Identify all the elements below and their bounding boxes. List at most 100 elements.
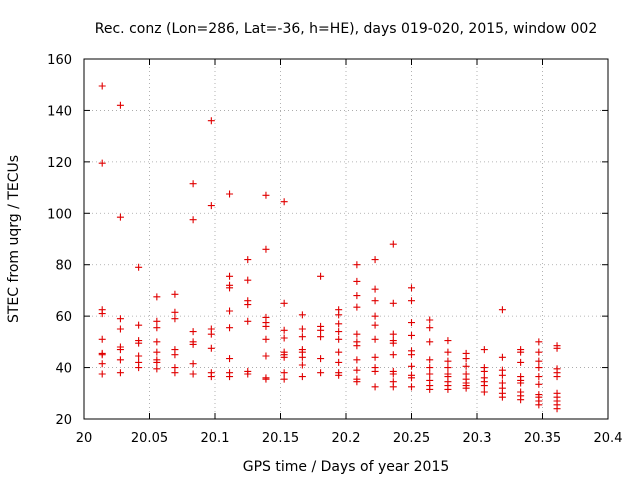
data-point bbox=[298, 373, 306, 381]
data-point bbox=[298, 353, 306, 361]
data-point bbox=[226, 324, 234, 332]
data-point bbox=[353, 330, 361, 338]
data-point bbox=[226, 190, 234, 198]
data-point bbox=[498, 353, 506, 361]
data-point bbox=[444, 337, 452, 345]
data-point bbox=[280, 334, 288, 342]
data-point bbox=[298, 333, 306, 341]
data-point bbox=[298, 325, 306, 333]
data-point bbox=[116, 325, 124, 333]
grid bbox=[84, 59, 608, 419]
data-point bbox=[280, 198, 288, 206]
data-point bbox=[226, 272, 234, 280]
data-point bbox=[262, 352, 270, 360]
data-point bbox=[535, 373, 543, 381]
data-point bbox=[98, 335, 106, 343]
data-point bbox=[262, 375, 270, 383]
data-point bbox=[335, 371, 343, 379]
data-point bbox=[498, 306, 506, 314]
data-point bbox=[317, 369, 325, 377]
data-point bbox=[153, 338, 161, 346]
y-tick-label: 20 bbox=[55, 413, 72, 428]
data-point bbox=[153, 293, 161, 301]
data-point bbox=[371, 353, 379, 361]
data-point bbox=[207, 344, 215, 352]
data-point bbox=[335, 328, 343, 336]
data-point bbox=[280, 353, 288, 361]
data-point bbox=[335, 358, 343, 366]
data-point bbox=[353, 303, 361, 311]
y-tick-label: 80 bbox=[55, 259, 72, 274]
data-point bbox=[207, 202, 215, 210]
data-point bbox=[171, 351, 179, 359]
x-tick-label: 20.1 bbox=[201, 431, 230, 446]
x-tick-label: 20.25 bbox=[393, 431, 430, 446]
data-point bbox=[535, 401, 543, 409]
data-point bbox=[389, 370, 397, 378]
data-point bbox=[298, 311, 306, 319]
data-point bbox=[335, 320, 343, 328]
data-point bbox=[98, 351, 106, 359]
y-tick-label: 60 bbox=[55, 310, 72, 325]
data-point bbox=[480, 367, 488, 375]
data-point bbox=[426, 316, 434, 324]
data-point bbox=[553, 373, 561, 381]
data-point bbox=[244, 276, 252, 284]
data-point bbox=[517, 396, 525, 404]
data-point bbox=[317, 326, 325, 334]
data-point bbox=[262, 245, 270, 253]
data-point bbox=[498, 371, 506, 379]
data-point bbox=[116, 369, 124, 377]
data-point bbox=[171, 308, 179, 316]
data-point bbox=[353, 366, 361, 374]
data-point bbox=[262, 322, 270, 330]
y-tick-label: 140 bbox=[47, 104, 72, 119]
data-point bbox=[408, 297, 415, 305]
data-point bbox=[171, 369, 179, 377]
data-point bbox=[353, 342, 361, 350]
data-point bbox=[98, 159, 106, 167]
data-point bbox=[135, 321, 143, 329]
data-point bbox=[389, 240, 397, 248]
data-point bbox=[480, 388, 488, 396]
data-point bbox=[353, 292, 361, 300]
data-point bbox=[135, 364, 143, 372]
data-point bbox=[535, 338, 543, 346]
x-tick-label: 20.35 bbox=[524, 431, 561, 446]
data-point bbox=[153, 365, 161, 373]
data-point bbox=[553, 405, 561, 413]
data-point bbox=[426, 370, 434, 378]
data-point bbox=[408, 319, 415, 327]
data-point bbox=[389, 299, 397, 307]
data-point bbox=[389, 330, 397, 338]
data-point bbox=[116, 213, 124, 221]
data-point bbox=[189, 370, 197, 378]
data-point bbox=[317, 333, 325, 341]
data-points bbox=[98, 82, 561, 413]
data-point bbox=[371, 312, 379, 320]
y-axis-label: STEC from uqrg / TECUs bbox=[6, 155, 22, 323]
data-point bbox=[444, 364, 452, 372]
data-point bbox=[135, 263, 143, 271]
data-point bbox=[244, 256, 252, 264]
data-point bbox=[244, 370, 252, 378]
data-point bbox=[171, 290, 179, 298]
y-tick-label: 100 bbox=[47, 207, 72, 222]
data-point bbox=[535, 364, 543, 372]
x-axis-label: GPS time / Days of year 2015 bbox=[243, 459, 450, 475]
data-point bbox=[426, 338, 434, 346]
data-point bbox=[517, 348, 525, 356]
data-point bbox=[371, 321, 379, 329]
data-point bbox=[371, 335, 379, 343]
data-point bbox=[371, 367, 379, 375]
data-point bbox=[426, 364, 434, 372]
data-point bbox=[389, 383, 397, 391]
data-point bbox=[480, 346, 488, 354]
data-point bbox=[244, 317, 252, 325]
data-point bbox=[408, 362, 415, 370]
x-tick-label: 20.3 bbox=[463, 431, 492, 446]
data-point bbox=[189, 180, 197, 188]
data-point bbox=[444, 357, 452, 365]
data-point bbox=[280, 326, 288, 334]
